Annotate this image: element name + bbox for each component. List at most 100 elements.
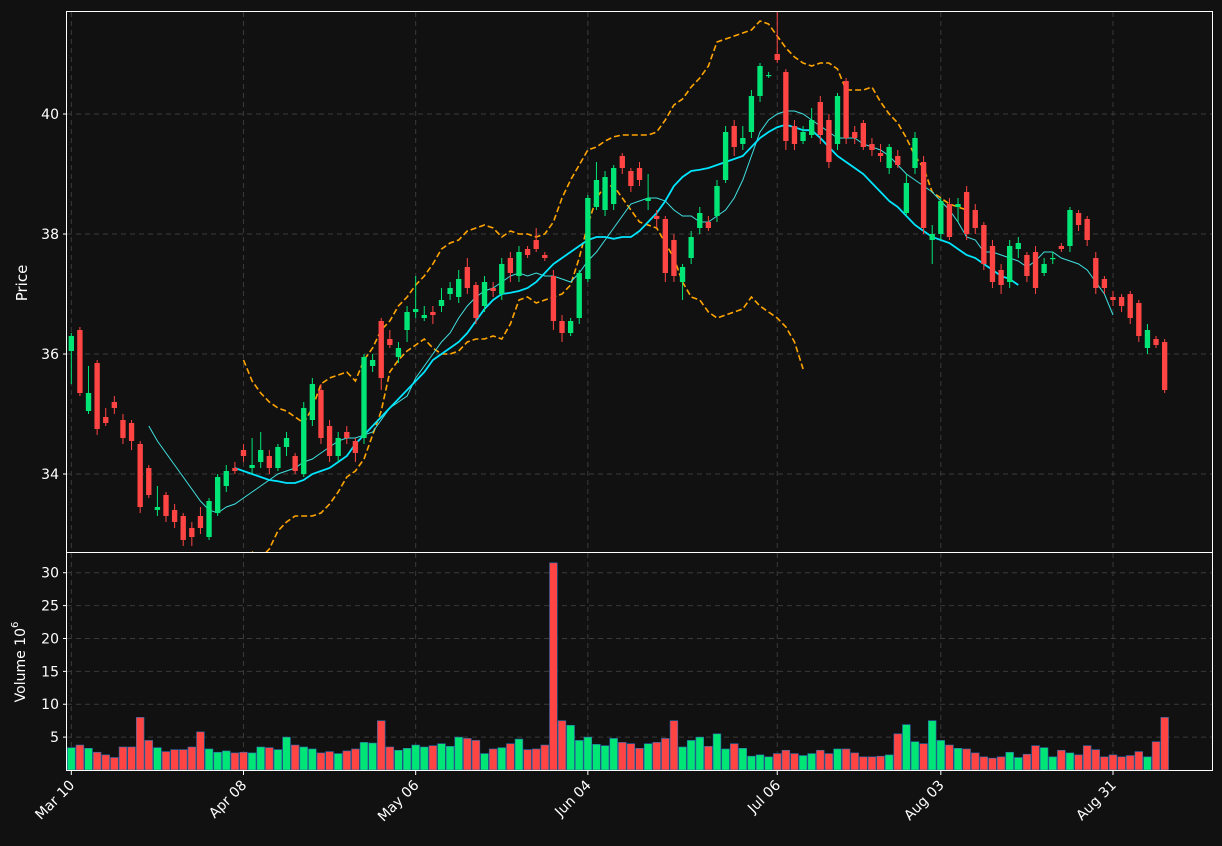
volume-bar: [1117, 756, 1126, 771]
candle-body: [542, 255, 548, 258]
volume-tick-label: 10: [41, 697, 59, 713]
volume-bar: [1160, 717, 1169, 771]
candle-body: [611, 168, 617, 204]
volume-bar: [996, 756, 1006, 771]
volume-bar: [1108, 754, 1118, 771]
candle-body: [895, 156, 901, 165]
candle-body: [938, 201, 944, 234]
bollinger-bands: [242, 20, 967, 552]
volume-bar: [1134, 751, 1143, 771]
volume-bar: [738, 747, 747, 771]
volume-bar: [661, 738, 670, 771]
candle-body: [318, 390, 324, 438]
volume-bar: [583, 736, 593, 771]
candle-body: [903, 183, 910, 213]
volume-bar: [1074, 754, 1083, 771]
volume-bar: [910, 741, 920, 771]
price-axis-ticks: 34 36 38 40: [41, 107, 67, 483]
volume-bar: [824, 753, 834, 771]
candle-body: [111, 402, 118, 408]
volume-bar: [213, 751, 222, 771]
volume-bar: [1057, 749, 1066, 771]
volume-tick-label: 20: [41, 631, 59, 647]
volume-bar: [454, 736, 463, 771]
candle-body: [103, 417, 109, 423]
volume-bar: [420, 746, 429, 771]
price-axis-label: Price: [13, 265, 31, 302]
candle-body: [430, 312, 436, 315]
candle-body: [843, 81, 849, 138]
volume-bar: [712, 733, 722, 771]
candle-body: [636, 168, 643, 180]
candle-body: [972, 210, 978, 228]
price-tick-label: 34: [41, 467, 59, 483]
candle-body: [740, 138, 746, 144]
candle-body: [748, 96, 755, 132]
volume-bar: [945, 744, 954, 771]
candle-body: [361, 357, 367, 438]
candle-body: [344, 432, 350, 438]
volume-bar: [902, 724, 911, 771]
volume-bar: [488, 748, 498, 771]
volume-panel-frame: [66, 552, 1213, 771]
candle-body: [258, 450, 264, 462]
volume-tick-label: 25: [41, 599, 59, 615]
candle-body: [1067, 210, 1073, 246]
volume-bar: [118, 746, 128, 771]
volume-bar: [1031, 745, 1040, 771]
candle-body: [128, 423, 135, 441]
candle-body: [679, 267, 686, 282]
volume-bar: [334, 753, 343, 771]
candle-body: [94, 363, 100, 429]
volume-bar: [600, 745, 610, 771]
volume-bar: [428, 745, 438, 771]
candle-body: [1084, 219, 1090, 240]
volume-bar: [514, 738, 524, 771]
volume-bar: [170, 749, 179, 771]
volume-bar: [730, 743, 739, 771]
volume-bar: [635, 747, 644, 771]
volume-bar: [618, 742, 627, 771]
candle-body: [834, 96, 841, 144]
volume-bar: [290, 744, 300, 771]
candle-body: [920, 162, 927, 228]
candle-body: [438, 300, 445, 306]
volume-bar: [971, 752, 980, 771]
candle-body: [722, 132, 729, 180]
candle-body: [481, 282, 488, 306]
candle-body: [85, 393, 92, 411]
volume-bar: [1039, 747, 1049, 771]
volume-bar: [686, 740, 696, 771]
volume-bar: [833, 748, 842, 771]
volume-bar: [273, 749, 283, 771]
price-tick-label: 38: [41, 227, 59, 243]
volume-bar: [368, 742, 377, 771]
volume-bar: [101, 754, 110, 771]
volume-tick-label: 5: [50, 730, 59, 746]
volume-bar: [92, 751, 102, 771]
candle-body: [335, 438, 341, 456]
volume-bar: [1151, 741, 1161, 771]
candle-body: [275, 447, 281, 468]
volume-bar: [652, 742, 661, 771]
volume-bar: [678, 746, 687, 771]
candle-body: [783, 72, 789, 141]
volume-bar: [626, 743, 636, 771]
candle-body: [688, 237, 694, 258]
volume-bar: [299, 746, 308, 771]
candle-body: [963, 192, 970, 234]
volume-bar: [351, 748, 360, 771]
candle-body: [1093, 258, 1099, 288]
candle-body: [352, 441, 359, 453]
volume-bar: [445, 746, 455, 771]
candle-body: [499, 264, 505, 294]
volume-bar: [282, 736, 291, 771]
volume-bar: [1143, 756, 1152, 771]
price-tick-label: 40: [41, 107, 59, 123]
volume-bar: [187, 746, 197, 771]
volume-bar: [1091, 749, 1100, 771]
candle-body: [283, 438, 290, 447]
